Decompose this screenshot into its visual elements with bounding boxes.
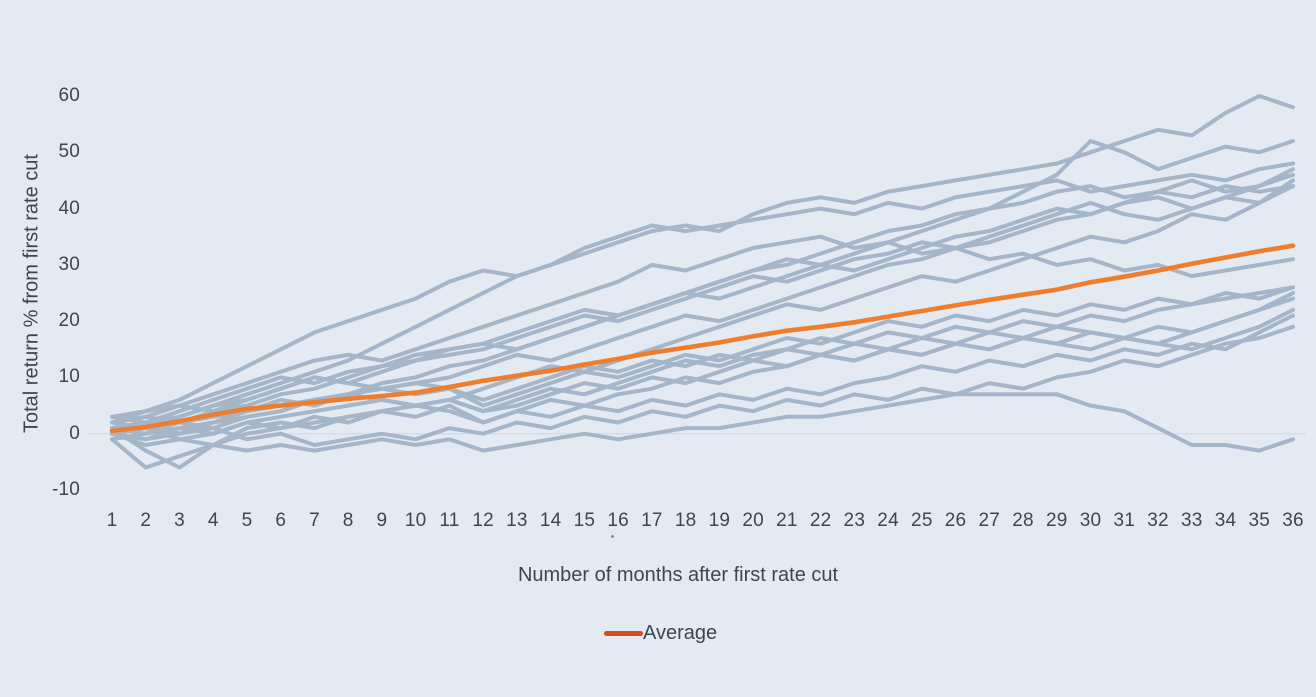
x-tick-label: 19 bbox=[708, 510, 731, 531]
y-tick-label: 40 bbox=[58, 197, 80, 219]
x-tick-label: 30 bbox=[1079, 510, 1102, 531]
y-tick-label: 0 bbox=[69, 422, 80, 444]
legend: Average bbox=[604, 621, 717, 645]
y-tick-label: 30 bbox=[58, 253, 80, 275]
x-tick-label: 36 bbox=[1282, 510, 1304, 531]
episode-line bbox=[110, 161, 1295, 436]
x-tick-label: 13 bbox=[506, 510, 528, 531]
episode-line bbox=[110, 307, 1295, 425]
y-axis-title: Total return % from first rate cut bbox=[20, 154, 43, 433]
x-tick-label: 17 bbox=[641, 510, 663, 531]
x-tick-label: 12 bbox=[472, 510, 494, 531]
x-axis-title: Number of months after first rate cut bbox=[517, 564, 839, 586]
x-tick-label: 3 bbox=[174, 510, 185, 531]
x-tick-label: 20 bbox=[742, 510, 764, 531]
x-tick-label: 27 bbox=[978, 510, 1001, 531]
x-tick-label: 18 bbox=[674, 510, 697, 531]
x-tick-label: 25 bbox=[911, 510, 933, 531]
episode-line bbox=[110, 285, 1295, 442]
x-tick-label: 6 bbox=[275, 510, 287, 531]
x-tick-label: 32 bbox=[1147, 510, 1169, 531]
y-tick-label: 60 bbox=[58, 85, 80, 106]
x-tick-label: 2 bbox=[140, 510, 152, 531]
x-tick-label: 8 bbox=[342, 510, 354, 531]
episode-line bbox=[110, 184, 1295, 470]
episode-line bbox=[110, 178, 1295, 431]
x-tick-label: 1 bbox=[106, 510, 118, 531]
episode-line bbox=[110, 234, 1295, 419]
x-tick-label: 9 bbox=[376, 510, 388, 531]
x-tick-label: 16 bbox=[607, 510, 629, 531]
x-tick-label: 22 bbox=[809, 510, 832, 531]
x-tick-label: 29 bbox=[1046, 510, 1068, 531]
x-tick-label: 31 bbox=[1113, 510, 1136, 531]
episode-line bbox=[110, 324, 1295, 447]
y-tick-label: 50 bbox=[58, 141, 80, 163]
x-tick-label: 14 bbox=[539, 510, 562, 531]
x-tick-label: 21 bbox=[776, 510, 798, 531]
episode-line bbox=[110, 392, 1295, 453]
x-tick-label: 23 bbox=[843, 510, 866, 531]
x-tick-label: 35 bbox=[1248, 510, 1271, 531]
stray-dot-artifact bbox=[611, 535, 614, 538]
x-tick-label: 26 bbox=[944, 510, 967, 531]
x-tick-label: 15 bbox=[573, 510, 596, 531]
x-tick-label: 11 bbox=[439, 510, 460, 531]
x-tick-label: 34 bbox=[1214, 510, 1237, 531]
x-tick-label: 10 bbox=[404, 510, 427, 531]
legend-label: Average bbox=[643, 622, 718, 644]
x-tick-label: 24 bbox=[877, 510, 899, 531]
x-tick-label: 33 bbox=[1180, 510, 1203, 531]
y-tick-label: -10 bbox=[51, 479, 80, 500]
legend-line-swatch bbox=[604, 630, 643, 636]
y-tick-label: 10 bbox=[58, 366, 80, 388]
x-tick-label: 4 bbox=[207, 510, 219, 531]
y-tick-label: 20 bbox=[58, 310, 80, 332]
x-tick-label: 7 bbox=[309, 510, 320, 531]
episode-line bbox=[110, 94, 1295, 425]
x-tick-label: 5 bbox=[241, 510, 253, 531]
average-line bbox=[109, 243, 1296, 434]
episode-line bbox=[110, 313, 1295, 442]
x-tick-label: 28 bbox=[1012, 510, 1034, 531]
